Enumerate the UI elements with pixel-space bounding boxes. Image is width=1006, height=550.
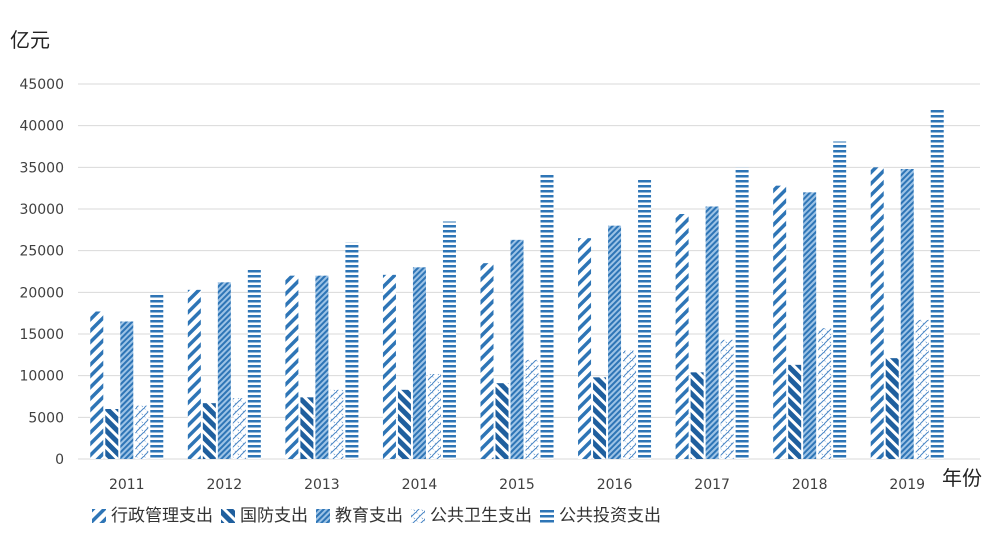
bar-2014-series-3 <box>427 374 441 459</box>
bar-2013-series-4 <box>345 242 359 459</box>
bar-2012-series-2 <box>217 282 231 459</box>
y-tick-label: 35000 <box>19 160 64 176</box>
bar-2015-series-3 <box>525 359 539 459</box>
y-tick-label: 30000 <box>19 202 64 218</box>
bar-2017-series-1 <box>690 372 704 459</box>
legend-label: 行政管理支出 <box>111 506 213 526</box>
bar-2014-series-1 <box>397 389 411 459</box>
bar-2014-series-0 <box>382 274 396 459</box>
y-tick-label: 15000 <box>19 327 64 343</box>
bar-2011-series-2 <box>120 321 134 459</box>
legend-label: 公共卫生支出 <box>430 506 532 526</box>
bar-2011-series-4 <box>150 292 164 459</box>
x-tick-label: 2018 <box>792 477 828 493</box>
bar-2013-series-0 <box>285 275 299 459</box>
x-tick-label: 2015 <box>499 477 535 493</box>
bar-2016-series-0 <box>578 238 592 459</box>
bar-2014-series-4 <box>442 221 456 459</box>
bar-2015-series-1 <box>495 383 509 459</box>
legend-swatch <box>411 509 425 523</box>
bar-2013-series-2 <box>315 275 329 459</box>
bars <box>90 108 944 460</box>
bar-2017-series-4 <box>735 167 749 460</box>
bar-2019-series-0 <box>870 167 884 460</box>
x-tick-label: 2017 <box>694 477 730 493</box>
bar-2011-series-1 <box>105 409 119 459</box>
bar-2012-series-3 <box>232 398 246 459</box>
y-tick-label: 10000 <box>19 369 64 385</box>
y-axis-ticks: 0 5000 10000 15000 20000 25000 30000 35000 40000… <box>19 77 64 468</box>
bar-2019-series-2 <box>900 169 914 459</box>
y-tick-label: 20000 <box>19 285 64 301</box>
bar-2018-series-0 <box>773 185 787 459</box>
bar-2015-series-0 <box>480 263 494 459</box>
bar-2018-series-2 <box>803 192 817 460</box>
bar-2016-series-1 <box>593 377 607 459</box>
x-tick-label: 2016 <box>597 477 633 493</box>
x-tick-label: 2014 <box>402 477 438 493</box>
bar-2011-series-3 <box>135 405 149 459</box>
bar-2015-series-4 <box>540 173 554 459</box>
y-axis-title: 亿元 <box>10 28 50 52</box>
x-tick-label: 2013 <box>304 477 340 493</box>
bar-2011-series-0 <box>90 311 104 459</box>
legend: 行政管理支出 国防支出 教育支出 公共卫生支出 公共投资支出 <box>92 506 661 526</box>
bar-2013-series-3 <box>330 389 344 459</box>
x-tick-label: 2011 <box>109 477 145 493</box>
legend-swatch <box>221 509 235 523</box>
bar-2016-series-2 <box>608 225 622 459</box>
bar-2019-series-3 <box>915 319 929 459</box>
y-tick-label: 45000 <box>19 77 64 93</box>
x-tick-label: 2019 <box>889 477 925 493</box>
bar-2017-series-3 <box>720 339 734 459</box>
bar-2017-series-2 <box>705 206 719 459</box>
legend-swatch <box>540 509 554 523</box>
legend-label: 教育支出 <box>335 506 403 526</box>
bar-2015-series-2 <box>510 239 524 459</box>
bar-2012-series-1 <box>202 403 216 459</box>
bar-2018-series-4 <box>833 141 847 459</box>
x-axis-title: 年份 <box>942 466 982 490</box>
bar-2016-series-4 <box>638 179 652 459</box>
legend-swatch <box>92 509 106 523</box>
legend-swatch <box>316 509 330 523</box>
bar-2012-series-4 <box>247 269 261 459</box>
bar-2018-series-1 <box>788 364 802 459</box>
y-tick-label: 40000 <box>19 119 64 135</box>
bar-2013-series-1 <box>300 397 314 459</box>
legend-label: 公共投资支出 <box>559 506 661 526</box>
bar-2016-series-3 <box>623 350 637 459</box>
y-tick-label: 5000 <box>28 410 64 426</box>
bar-2019-series-4 <box>930 108 944 460</box>
bar-2019-series-1 <box>885 358 899 459</box>
y-tick-label: 25000 <box>19 244 64 260</box>
bar-2017-series-0 <box>675 214 689 459</box>
legend-label: 国防支出 <box>240 506 308 526</box>
bar-2014-series-2 <box>412 267 426 459</box>
bar-2018-series-3 <box>818 328 832 459</box>
x-tick-label: 2012 <box>207 477 243 493</box>
bar-2012-series-0 <box>187 289 201 459</box>
x-axis-ticks: 2011 2012 2013 2014 2015 2016 2017 2018 2019 <box>109 477 925 493</box>
y-tick-label: 0 <box>55 452 64 468</box>
